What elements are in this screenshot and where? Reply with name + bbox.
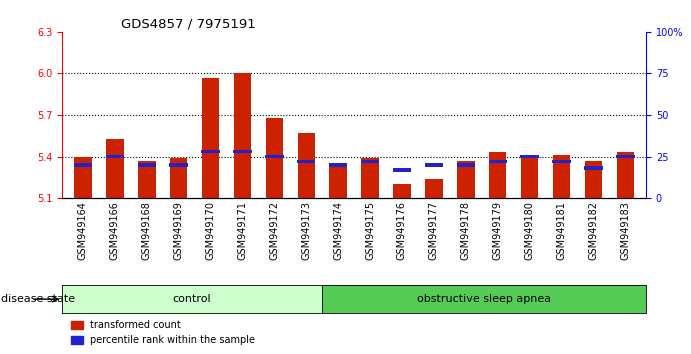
Bar <box>425 179 443 198</box>
Bar <box>489 160 507 164</box>
Bar <box>298 133 315 198</box>
Bar <box>330 166 347 198</box>
Text: disease state: disease state <box>1 294 75 304</box>
Text: obstructive sleep apnea: obstructive sleep apnea <box>417 294 551 304</box>
Bar <box>361 158 379 198</box>
Bar <box>106 139 124 198</box>
Bar <box>265 155 283 159</box>
Text: control: control <box>173 294 211 304</box>
Bar <box>392 168 411 172</box>
Bar <box>616 153 634 198</box>
Bar <box>74 156 92 198</box>
Bar <box>138 163 156 167</box>
Bar <box>106 155 124 159</box>
Bar <box>584 166 603 170</box>
Bar <box>265 118 283 198</box>
Legend: transformed count, percentile rank within the sample: transformed count, percentile rank withi… <box>67 316 259 349</box>
Text: GDS4857 / 7975191: GDS4857 / 7975191 <box>120 18 256 31</box>
Bar <box>329 163 348 167</box>
Bar <box>552 160 571 164</box>
Bar <box>170 158 187 198</box>
Bar <box>616 155 634 159</box>
Bar <box>520 155 539 159</box>
Bar <box>202 78 219 198</box>
Bar <box>74 163 92 167</box>
Bar <box>457 163 475 167</box>
Bar <box>553 155 570 198</box>
Bar <box>425 163 443 167</box>
Bar <box>393 184 410 198</box>
Bar <box>521 156 538 198</box>
Bar <box>234 150 252 154</box>
Bar <box>361 160 379 164</box>
Bar <box>297 160 316 164</box>
Bar <box>138 161 155 198</box>
Bar <box>585 161 603 198</box>
Bar <box>489 153 507 198</box>
Bar <box>169 163 188 167</box>
Bar <box>201 150 220 154</box>
Bar <box>234 73 252 198</box>
Bar <box>457 161 475 198</box>
